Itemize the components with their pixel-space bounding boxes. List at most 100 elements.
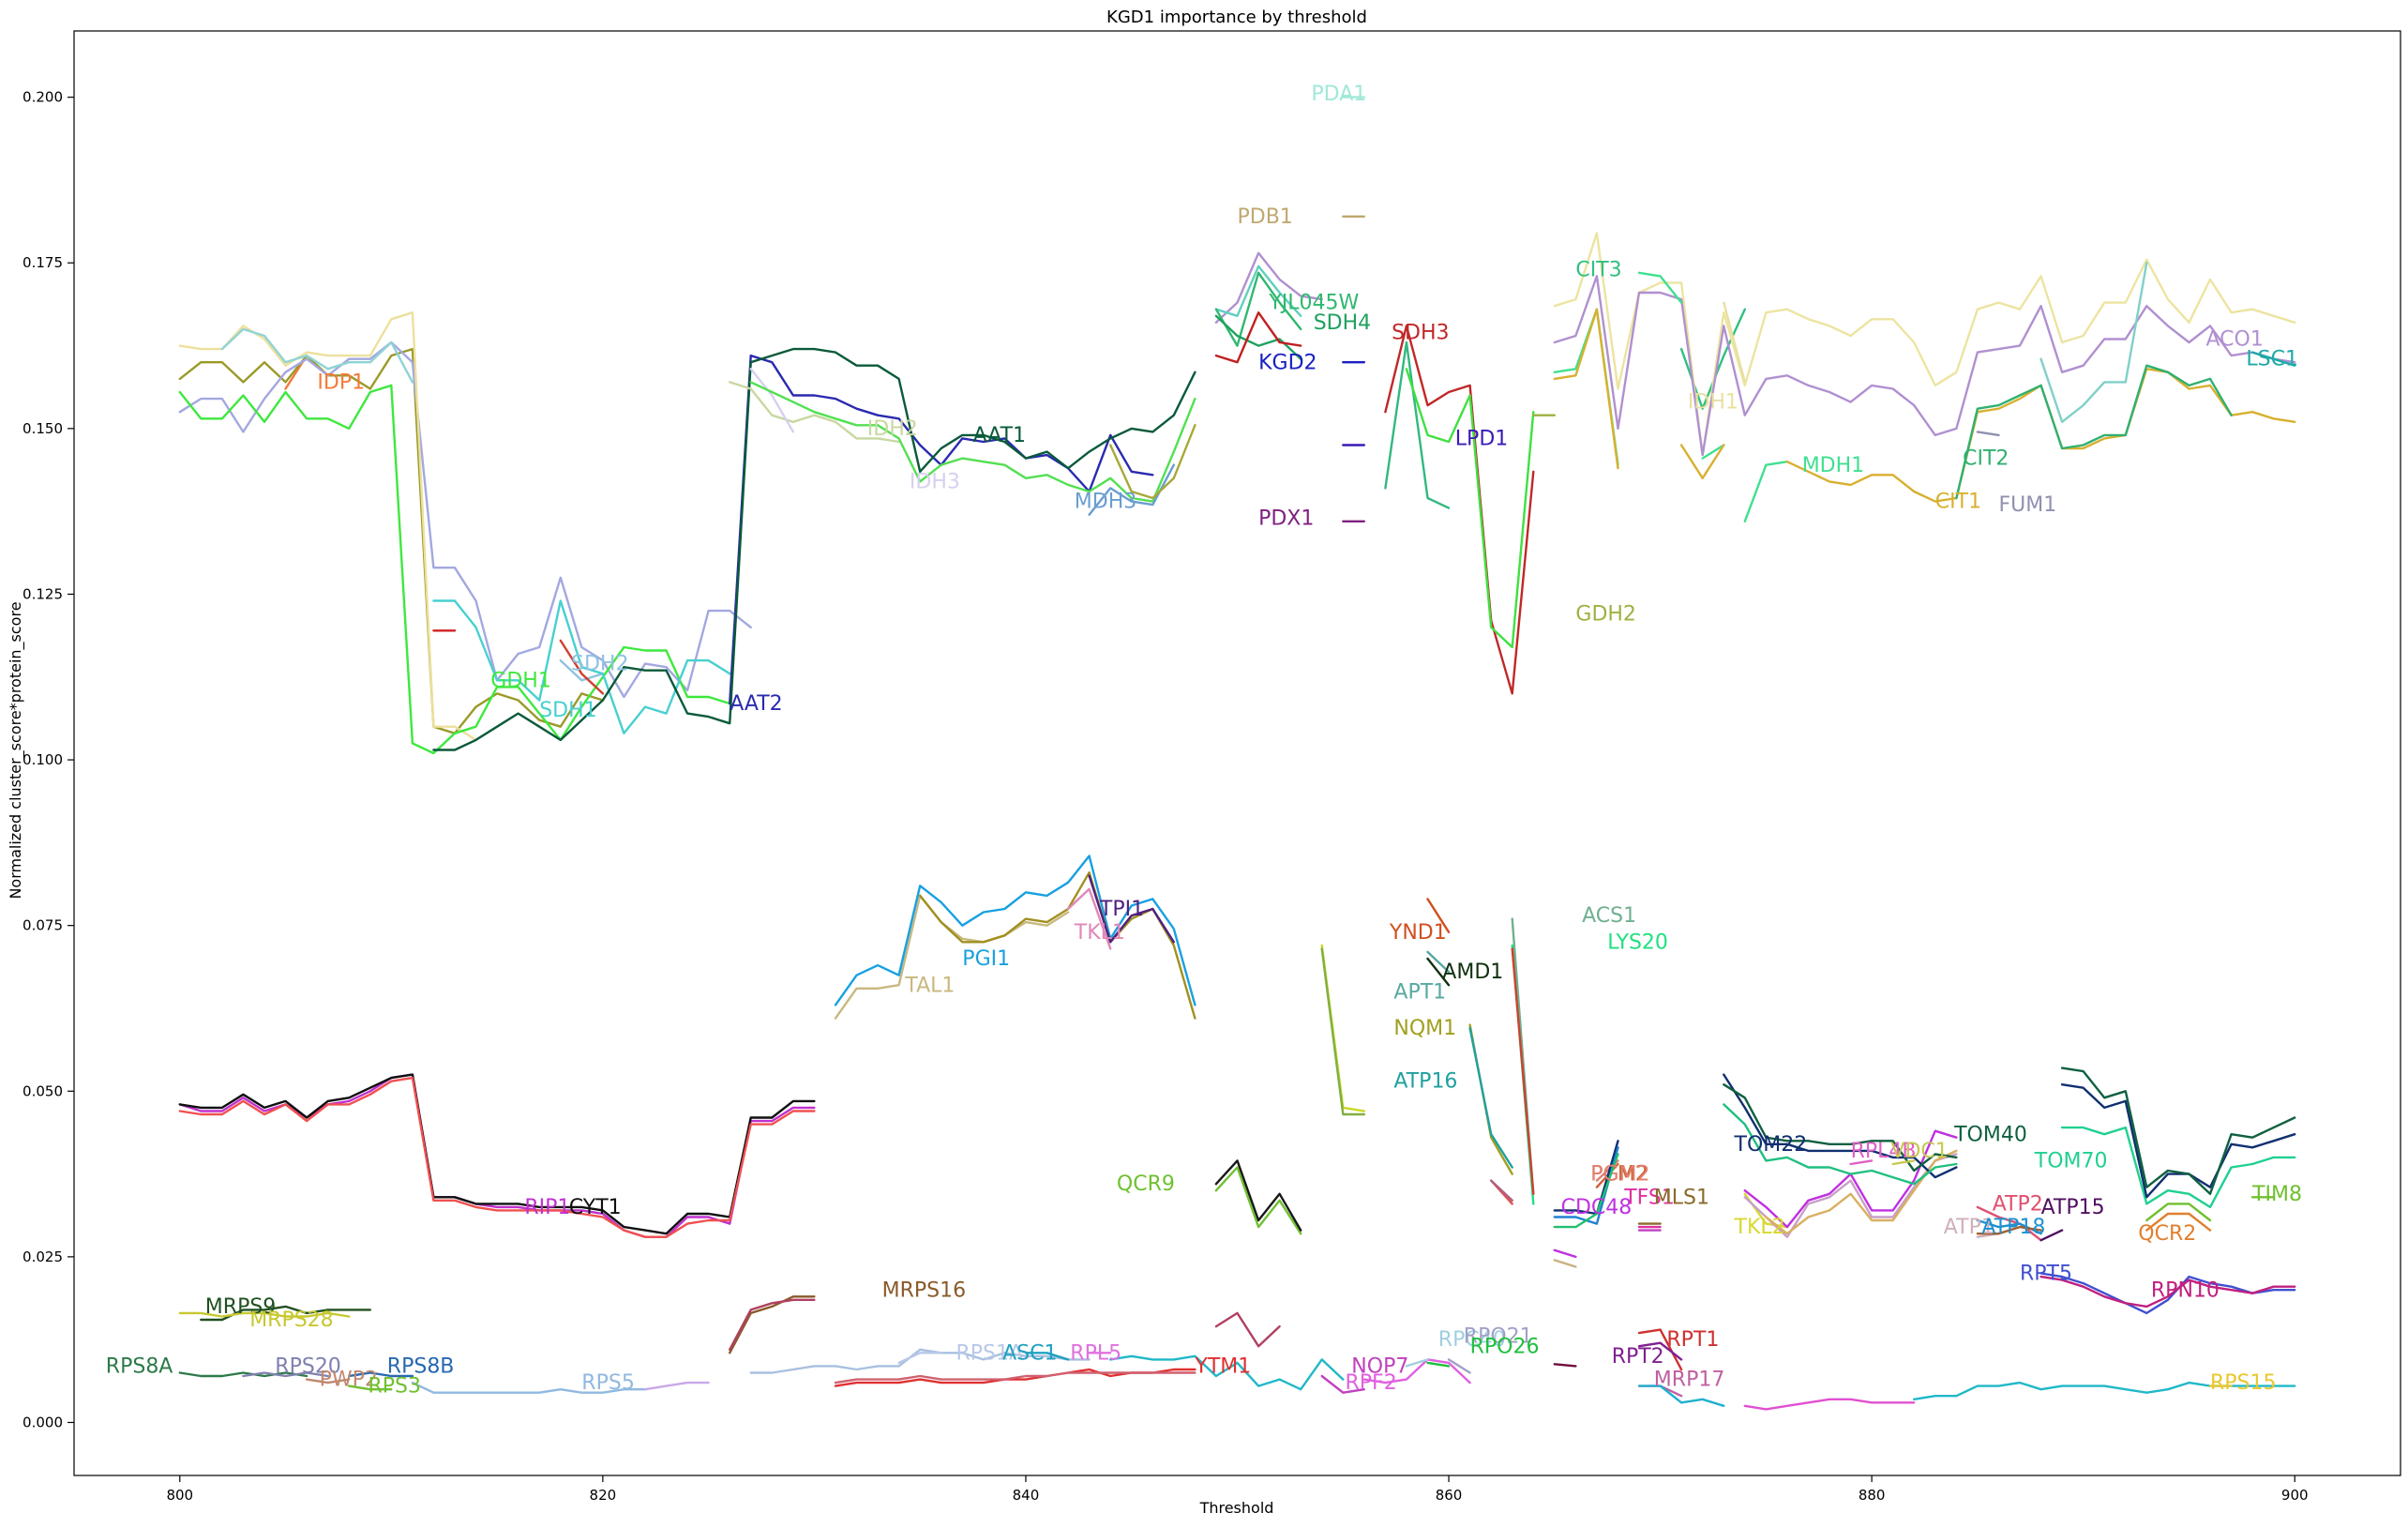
series-label-aat2: AAT2: [730, 692, 782, 716]
series-line-unlabeled-51: [643, 1381, 710, 1391]
series-label-pwp2: PWP2: [320, 1369, 378, 1392]
series-line-unlabeled-1: [178, 347, 605, 734]
series-label-pgm2: PGM2: [1590, 1163, 1649, 1187]
series-label-rps8a: RPS8A: [106, 1355, 173, 1379]
series-label-rpc40: RPC40: [1438, 1328, 1506, 1352]
series-label-mrp17: MRP17: [1654, 1369, 1725, 1392]
series-line-rpt1: [1637, 1328, 1683, 1371]
series-line-unlabeled-2: [178, 340, 752, 699]
series-label-rps5: RPS5: [581, 1371, 635, 1395]
series-label-ynd1: YND1: [1389, 921, 1447, 945]
y-tick-label: 0.125: [23, 585, 63, 602]
series-label-rps15: RPS15: [2210, 1371, 2277, 1395]
series-line-unlabeled-82: [1320, 947, 1365, 1116]
x-tick-label: 900: [2281, 1487, 2309, 1504]
y-axis: 0.000 0.025 0.050 0.075 0.100 0.125 0.150 0.175…: [23, 89, 74, 1430]
series-line-cit1-0: [1553, 308, 1619, 470]
series-label-pdb1: PDB1: [1238, 205, 1293, 229]
series-label-aco1: ACO1: [2206, 328, 2264, 352]
series-line-unlabeled-86: [1511, 947, 1535, 1195]
series-label-idh3: IDH3: [910, 470, 960, 493]
series-line-qcr9: [1214, 1166, 1302, 1235]
series-line-unlabeled-97: [1553, 1363, 1577, 1368]
series-label-vdc1: VDC1: [1890, 1140, 1948, 1163]
series-line-unlabeled-28: [1384, 340, 1451, 509]
series-label-sdh4: SDH4: [1314, 311, 1371, 335]
series-line-atp16: [1468, 1027, 1513, 1169]
series-label-atp1: ATP1: [1944, 1216, 1994, 1239]
series-label-tom40: TOM40: [1953, 1123, 2027, 1146]
series-line-vdc1: [1891, 1159, 1916, 1166]
series-line-idh1: [1723, 301, 1746, 384]
series-line-mdh1-1: [1637, 271, 1683, 304]
series-label-rps20: RPS20: [275, 1355, 341, 1379]
series-line-atp2: [1976, 1205, 2042, 1242]
series-line-asc1: [1024, 1352, 1070, 1361]
series-line-unlabeled-16: [1109, 424, 1196, 500]
series-label-tim8: TIM8: [2251, 1183, 2302, 1206]
series-label-nqm1: NQM1: [1393, 1017, 1456, 1040]
series-line-mdh1-2: [1701, 444, 1725, 460]
series-line-cit1-1: [1679, 444, 1725, 479]
series-label-mls1: MLS1: [1654, 1186, 1709, 1209]
series-label-rpt5: RPT5: [2020, 1263, 2072, 1286]
series-label-cyt1: CYT1: [569, 1196, 622, 1219]
series-line-rps3: [348, 1384, 393, 1391]
series-line-atp15: [2039, 1229, 2064, 1242]
series-line-nop7: [1320, 1374, 1365, 1394]
series-label-tal1: TAL1: [904, 974, 955, 997]
series-label-rpf2: RPF2: [1346, 1371, 1397, 1395]
y-tick-label: 0.025: [23, 1248, 63, 1265]
x-axis-label: Threshold: [1199, 1499, 1274, 1517]
series-label-gdh2: GDH2: [1575, 603, 1636, 627]
series-line-ynd1: [1426, 898, 1451, 933]
series-line-cdc48: [1553, 1248, 1577, 1259]
series-label-atp2: ATP2: [1993, 1192, 2043, 1216]
series-label-cdc48: CDC48: [1561, 1196, 1633, 1219]
series-label-idh1: IDH1: [1688, 391, 1738, 415]
series-line-lsc1: [2250, 351, 2296, 367]
series-line-unlabeled-19: [1214, 251, 1323, 324]
series-label-nop7: NOP7: [1351, 1355, 1408, 1379]
series-label-apt1: APT1: [1393, 980, 1446, 1004]
series-line-idh3: [749, 368, 795, 433]
series-line-unlabeled-29: [1405, 368, 1535, 649]
series-line-tal1: [834, 894, 1070, 1020]
series-line-pgi1: [834, 855, 1196, 1006]
y-tick-label: 0.050: [23, 1082, 63, 1099]
x-tick-label: 840: [1013, 1487, 1040, 1504]
series-label-rip1: RIP1: [524, 1196, 570, 1219]
series-label-amd1: AMD1: [1442, 961, 1503, 984]
series-label-atp15: ATP15: [2041, 1196, 2105, 1219]
series-line-fum1: [1976, 431, 2000, 437]
series-line-qcr2: [2145, 1212, 2212, 1232]
series-line-unlabeled-123: [1976, 1225, 2042, 1235]
chart-title: KGD1 importance by threshold: [1106, 8, 1367, 27]
series-label-lpd1: LPD1: [1455, 428, 1508, 451]
series-line-tom40: [1723, 1083, 1958, 1172]
series-line-tpi1: [1088, 874, 1175, 944]
series-line-unlabeled-24: [1214, 311, 1302, 364]
series-line-unlabeled-57: [749, 1348, 1091, 1374]
series-line-rpl4b: [1849, 1159, 1874, 1166]
series-label-tkl1: TKL1: [1074, 921, 1125, 945]
series-line-unlabeled-96: [1553, 1153, 1619, 1229]
series-label-rpl5: RPL5: [1070, 1341, 1121, 1365]
x-tick-label: 880: [1859, 1487, 1886, 1504]
series-label-acs1: ACS1: [1582, 904, 1636, 928]
y-axis-label: Normalized cluster_score*protein_score: [7, 601, 25, 899]
series-label-sdh2: SDH2: [571, 653, 628, 676]
series-label-qcr2: QCR2: [2138, 1222, 2196, 1246]
series-line-unlabeled-38: [2039, 262, 2148, 423]
series-line-gdh1: [178, 384, 731, 755]
y-tick-label: 0.200: [23, 89, 63, 106]
series-label-rpt2: RPT2: [1612, 1345, 1664, 1369]
series-line-unlabeled-113: [1723, 1103, 1958, 1186]
plot-frame: [73, 30, 2401, 1476]
series-line-sdh1: [432, 599, 731, 734]
series-label-yjl045w: YJL045W: [1268, 292, 1359, 315]
series-line-yjl045w: [1214, 271, 1302, 347]
series-label-mdh1: MDH1: [1802, 454, 1864, 477]
series-label-lsc1: LSC1: [2246, 348, 2298, 371]
